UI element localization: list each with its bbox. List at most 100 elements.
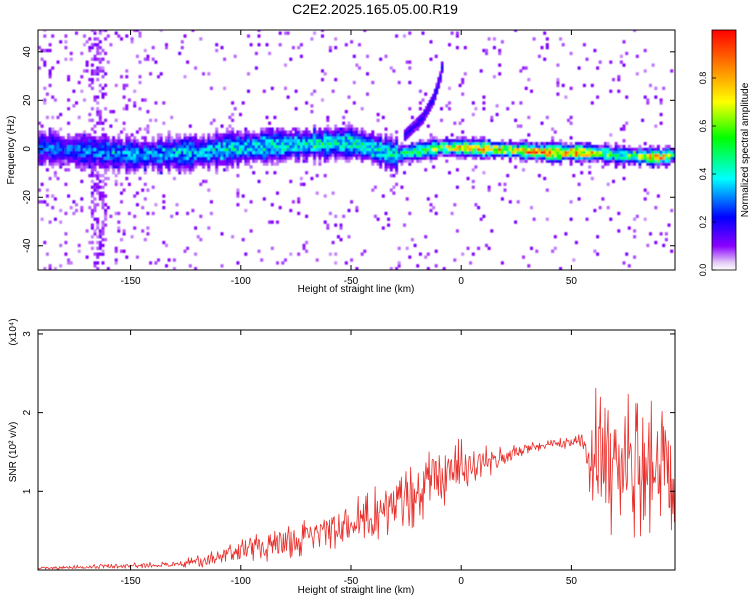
- spectrogram-cell: [326, 144, 330, 149]
- spectrogram-cell: [569, 150, 573, 154]
- spectrogram-cell: [535, 156, 539, 160]
- spectrogram-cell: [289, 147, 293, 152]
- spectrogram-y-tick-label: -40: [22, 238, 33, 253]
- spectrogram-cell: [48, 72, 52, 76]
- spectrogram-cell: [358, 133, 361, 137]
- spectrogram-cell: [373, 156, 377, 160]
- spectrogram-cell: [101, 159, 105, 163]
- spectrogram-cell: [604, 144, 607, 149]
- spectrogram-cell: [170, 115, 174, 120]
- spectrogram-cell: [114, 153, 118, 157]
- spectrogram-cell: [424, 147, 428, 152]
- spectrogram-cell: [88, 142, 92, 146]
- spectrogram-cell: [649, 83, 652, 88]
- spectrogram-cell: [297, 130, 301, 134]
- spectrogram-cell: [45, 136, 49, 140]
- spectrogram-cell: [114, 139, 118, 143]
- spectrogram-y-label: Frequency (Hz): [6, 116, 17, 185]
- spectrogram-cell: [511, 153, 515, 157]
- spectrogram-cell: [90, 147, 94, 152]
- spectrogram-cell: [141, 206, 145, 210]
- spectrogram-cell: [577, 159, 581, 163]
- spectrogram-cell: [90, 30, 94, 32]
- spectrogram-cell: [392, 165, 396, 169]
- spectrogram-cell: [215, 127, 219, 131]
- spectrogram-cell: [61, 144, 65, 149]
- spectrogram-cell: [604, 147, 607, 152]
- spectrogram-cell: [270, 147, 274, 152]
- spectrogram-cell: [159, 136, 163, 140]
- spectrogram-cell: [96, 267, 100, 270]
- spectrogram-cell: [413, 153, 417, 157]
- spectrogram-cell: [180, 168, 184, 172]
- spectrogram-cell: [159, 162, 163, 166]
- spectrogram-cell: [590, 101, 594, 105]
- spectrogram-cell: [606, 153, 610, 157]
- spectrogram-cell: [334, 37, 338, 41]
- spectrogram-cell: [569, 162, 573, 166]
- spectrogram-cell: [252, 133, 256, 137]
- spectrogram-cell: [143, 165, 147, 169]
- spectrogram-cell: [101, 165, 105, 169]
- spectrogram-cell: [514, 153, 518, 157]
- spectrogram-cell: [471, 136, 475, 140]
- spectrogram-branch-cell: [428, 106, 432, 110]
- spectrogram-cell: [225, 156, 229, 160]
- spectrogram-cell: [397, 156, 401, 160]
- spectrogram-cell: [80, 162, 84, 166]
- spectrogram-cell: [612, 179, 615, 184]
- spectrogram-cell: [654, 156, 658, 160]
- spectrogram-cell: [133, 153, 137, 157]
- spectrogram-cell: [548, 159, 552, 163]
- spectrogram-cell: [397, 153, 401, 157]
- spectrogram-cell: [672, 153, 675, 157]
- spectrogram-cell: [231, 153, 235, 157]
- spectrogram-cell: [350, 124, 354, 128]
- spectrogram-cell: [641, 156, 645, 160]
- spectrogram-cell: [667, 223, 671, 227]
- spectrogram-cell: [104, 211, 108, 216]
- spectrogram-cell: [495, 142, 499, 146]
- spectrogram-cell: [59, 142, 63, 146]
- spectrogram-cell: [593, 159, 597, 163]
- spectrogram-cell: [352, 136, 356, 140]
- spectrogram-cell: [299, 133, 303, 137]
- spectrogram-cell: [331, 240, 335, 245]
- spectrogram-cell: [88, 159, 92, 163]
- spectrogram-cell: [56, 142, 60, 146]
- spectrogram-cell: [561, 150, 565, 154]
- spectrogram-cell: [93, 37, 97, 41]
- spectrogram-cell: [85, 147, 89, 152]
- spectrogram-cell: [355, 156, 359, 160]
- spectrogram-cell: [236, 203, 240, 207]
- spectrogram-cell: [379, 159, 383, 163]
- spectrogram-cell: [352, 153, 356, 157]
- spectrogram-cell: [302, 142, 306, 146]
- spectrogram-cell: [98, 139, 102, 143]
- spectrogram-cell: [553, 246, 557, 250]
- spectrogram-cell: [477, 142, 481, 146]
- spectrogram-cell: [53, 133, 57, 137]
- spectrogram-branch-cell: [425, 114, 428, 118]
- spectrogram-cell: [130, 165, 134, 169]
- spectrogram-cell: [180, 153, 184, 157]
- spectrogram-cell: [143, 48, 147, 53]
- spectrogram-cell: [548, 153, 552, 157]
- spectrogram-cell: [418, 150, 422, 154]
- spectrogram-cell: [305, 249, 309, 253]
- spectrogram-cell: [165, 264, 168, 268]
- spectrogram-cell: [183, 75, 187, 79]
- spectrogram-cell: [268, 147, 272, 152]
- spectrogram-cell: [360, 144, 364, 149]
- spectrogram-cell: [143, 159, 147, 163]
- spectrogram-cell: [551, 153, 555, 157]
- spectrogram-cell: [228, 159, 232, 163]
- spectrogram-cell: [194, 159, 198, 163]
- spectrogram-branch-cell: [425, 110, 428, 114]
- spectrogram-cell: [101, 86, 105, 90]
- spectrogram-cell: [146, 226, 150, 230]
- spectrogram-cell: [249, 142, 253, 146]
- spectrogram-cell: [215, 150, 219, 154]
- spectrogram-cell: [236, 162, 240, 166]
- spectrogram-cell: [165, 162, 168, 166]
